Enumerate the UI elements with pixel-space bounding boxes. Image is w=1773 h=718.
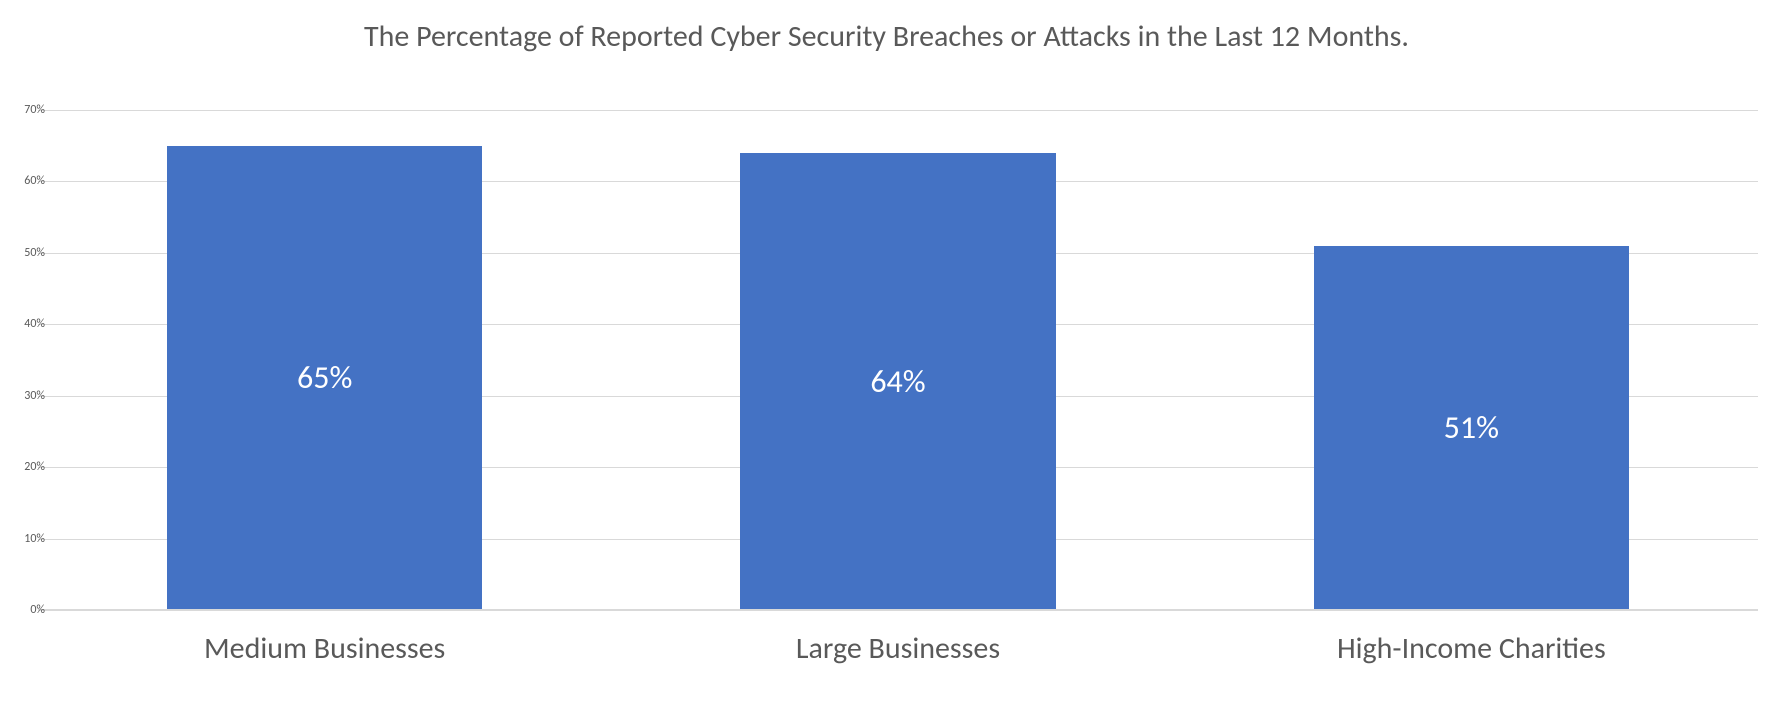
x-axis-label: Large Businesses xyxy=(611,630,1184,667)
x-axis-label: Medium Businesses xyxy=(38,630,611,667)
bar-value-label: 65% xyxy=(297,358,352,397)
bar-slot: 65% xyxy=(38,110,611,610)
chart-container: The Percentage of Reported Cyber Securit… xyxy=(0,0,1773,718)
bar-slot: 51% xyxy=(1185,110,1758,610)
y-tick-label: 50% xyxy=(15,246,45,260)
y-tick-label: 60% xyxy=(15,174,45,188)
chart-title: The Percentage of Reported Cyber Securit… xyxy=(0,0,1773,56)
x-axis-labels: Medium BusinessesLarge BusinessesHigh-In… xyxy=(38,630,1758,667)
y-tick-label: 40% xyxy=(15,317,45,331)
y-tick-label: 20% xyxy=(15,460,45,474)
y-tick-label: 70% xyxy=(15,103,45,117)
bars-group: 65% 64% 51% xyxy=(38,110,1758,610)
plot-area: 65% 64% 51% xyxy=(38,110,1758,610)
bar-value-label: 51% xyxy=(1444,408,1499,447)
y-tick-label: 0% xyxy=(15,603,45,617)
bar: 51% xyxy=(1314,246,1629,610)
gridline xyxy=(38,610,1758,611)
y-tick-label: 30% xyxy=(15,389,45,403)
y-tick-label: 10% xyxy=(15,532,45,546)
x-axis-label: High-Income Charities xyxy=(1185,630,1758,667)
bar-slot: 64% xyxy=(611,110,1184,610)
bar-value-label: 64% xyxy=(870,362,925,401)
bar: 65% xyxy=(167,146,482,610)
x-axis-line xyxy=(38,609,1758,610)
bar: 64% xyxy=(740,153,1055,610)
